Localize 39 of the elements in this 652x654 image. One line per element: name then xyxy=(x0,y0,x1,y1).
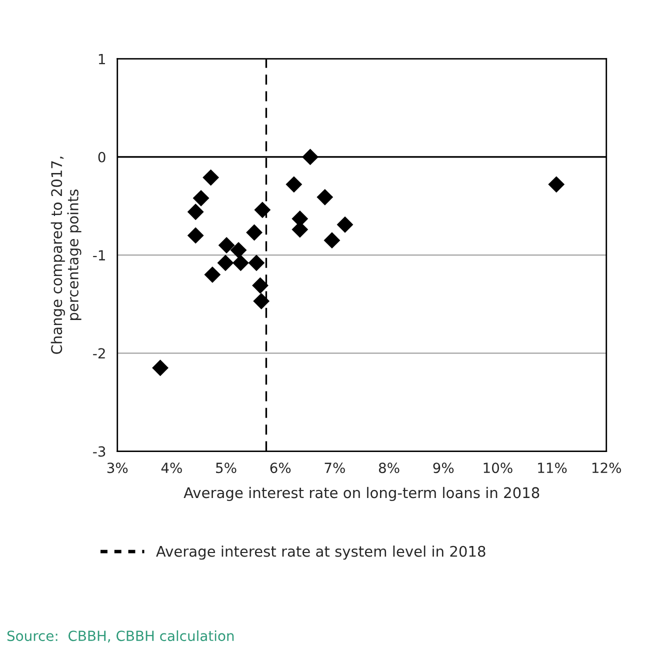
point xyxy=(548,176,565,193)
y-tick-label: 0 xyxy=(98,152,106,162)
point xyxy=(187,204,204,220)
point xyxy=(202,169,220,186)
y-tick-label: -2 xyxy=(93,348,105,358)
x-tick-label: 6% xyxy=(270,462,291,474)
point xyxy=(248,254,265,272)
y-tick-label: -3 xyxy=(93,446,106,457)
y-tick-label: 1 xyxy=(98,54,105,64)
x-tick-label: 5% xyxy=(216,462,236,474)
point xyxy=(252,277,268,294)
x-tick-label: 7% xyxy=(324,462,345,474)
point xyxy=(152,360,168,376)
point xyxy=(246,224,262,241)
point xyxy=(230,242,247,258)
x-tick-label: 10% xyxy=(484,462,512,474)
x-tick-label: 9% xyxy=(433,462,454,474)
x-tick-label: 8% xyxy=(378,462,400,474)
legend-label: Average interest rate at system level in 2018 xyxy=(156,546,486,560)
x-tick-label: 11% xyxy=(538,462,567,474)
point xyxy=(187,227,204,244)
point xyxy=(336,216,354,233)
point xyxy=(254,202,271,218)
point xyxy=(204,266,221,283)
point xyxy=(218,237,235,254)
y-tick-label: -1 xyxy=(93,250,105,260)
point xyxy=(253,292,270,310)
source-note: Source: CBBH, CBBH calculation xyxy=(7,630,234,643)
point xyxy=(232,254,249,272)
point xyxy=(324,232,340,249)
x-axis-title: Average interest rate on long-term loans in 2018 xyxy=(184,486,540,502)
y-axis-title: Change compared to 2017, percentage points xyxy=(50,156,82,354)
x-tick-label: 3% xyxy=(107,462,128,474)
x-tick-label: 4% xyxy=(161,462,182,474)
point xyxy=(316,188,334,206)
x-tick-label: 12% xyxy=(592,462,622,474)
point xyxy=(192,190,210,206)
point xyxy=(217,254,234,272)
point xyxy=(286,176,302,193)
